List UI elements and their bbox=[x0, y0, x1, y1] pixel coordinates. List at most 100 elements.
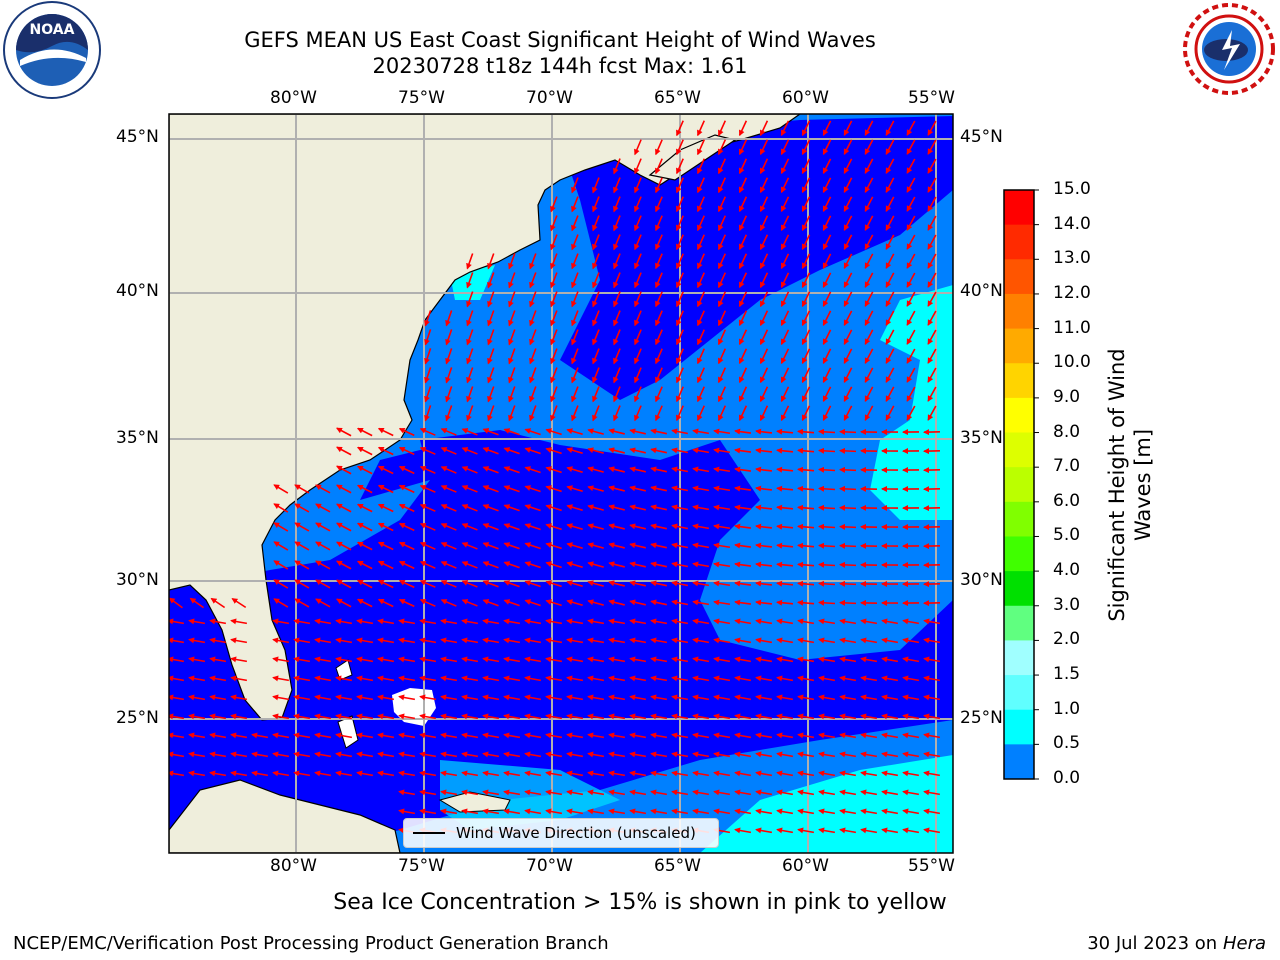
wind-wave-arrow bbox=[885, 215, 895, 231]
wind-wave-arrow bbox=[503, 675, 521, 682]
wind-wave-arrow bbox=[755, 523, 773, 530]
wind-wave-arrow bbox=[608, 618, 626, 625]
wind-wave-arrow bbox=[508, 272, 516, 289]
wind-wave-arrow bbox=[587, 732, 605, 739]
wind-wave-arrow bbox=[843, 348, 853, 365]
colorbar-tick-label: 1.5 bbox=[1053, 664, 1081, 685]
wind-wave-arrow bbox=[923, 808, 941, 815]
wind-wave-arrow bbox=[776, 751, 794, 758]
wind-wave-arrow bbox=[676, 196, 684, 213]
wind-wave-arrow bbox=[608, 713, 626, 720]
wind-wave-arrow bbox=[864, 291, 874, 307]
wind-wave-arrow bbox=[592, 253, 600, 270]
wind-wave-arrow bbox=[461, 770, 479, 777]
wind-wave-arrow bbox=[839, 504, 857, 511]
wind-wave-arrow bbox=[545, 732, 563, 739]
wind-wave-arrow bbox=[315, 541, 331, 551]
wind-wave-arrow bbox=[550, 348, 558, 365]
wind-wave-arrow bbox=[776, 523, 794, 530]
wind-wave-arrow bbox=[314, 656, 332, 663]
wind-wave-arrow bbox=[676, 367, 684, 384]
wind-wave-arrow bbox=[294, 560, 310, 570]
wind-wave-arrow bbox=[335, 694, 353, 701]
wind-wave-arrow bbox=[776, 808, 794, 815]
wind-wave-arrow bbox=[503, 637, 521, 644]
wind-wave-arrow bbox=[818, 428, 836, 435]
wind-wave-arrow bbox=[860, 675, 878, 682]
wind-wave-arrow bbox=[293, 732, 311, 739]
wind-wave-arrow bbox=[314, 675, 332, 682]
lon-label-top: 55°W bbox=[908, 88, 955, 108]
colorbar-frame bbox=[1003, 189, 1035, 780]
wind-wave-arrow bbox=[524, 808, 542, 815]
wind-wave-arrow bbox=[655, 196, 663, 213]
wind-wave-arrow bbox=[356, 484, 373, 494]
wind-wave-arrow bbox=[860, 694, 878, 701]
wind-wave-arrow bbox=[776, 428, 794, 435]
wind-wave-arrow bbox=[839, 618, 857, 625]
wind-wave-arrow bbox=[169, 713, 185, 720]
wind-wave-arrow bbox=[776, 580, 794, 587]
wind-wave-arrow bbox=[587, 466, 604, 473]
wind-wave-arrow bbox=[860, 618, 878, 625]
wind-wave-arrow bbox=[650, 808, 668, 815]
wind-wave-arrow bbox=[759, 158, 769, 175]
wind-wave-arrow bbox=[759, 196, 769, 213]
wind-wave-arrow bbox=[398, 713, 416, 720]
wind-wave-arrow bbox=[315, 598, 331, 608]
wind-wave-arrow bbox=[273, 503, 289, 513]
wind-wave-arrow bbox=[335, 656, 353, 663]
colorbar-bin bbox=[1004, 190, 1034, 226]
wind-wave-arrow bbox=[169, 732, 185, 739]
wind-wave-arrow bbox=[822, 177, 832, 194]
wind-wave-arrow bbox=[797, 751, 815, 758]
wind-wave-arrow bbox=[671, 770, 689, 777]
wind-wave-arrow bbox=[717, 177, 727, 194]
wind-wave-arrow bbox=[864, 329, 874, 345]
wind-wave-arrow bbox=[676, 139, 684, 156]
wind-wave-arrow bbox=[734, 770, 752, 777]
wind-wave-arrow bbox=[692, 447, 710, 454]
wind-wave-arrow bbox=[822, 215, 832, 232]
wind-wave-arrow bbox=[697, 158, 705, 175]
wind-wave-arrow bbox=[335, 637, 353, 644]
wind-wave-arrow bbox=[613, 386, 621, 403]
wind-wave-arrow bbox=[713, 428, 731, 435]
wind-wave-arrow bbox=[545, 447, 562, 455]
wind-wave-arrow bbox=[169, 637, 185, 644]
footer-date: 30 Jul 2023 on bbox=[1087, 933, 1223, 954]
wind-wave-arrow bbox=[445, 310, 453, 327]
wind-wave-arrow bbox=[188, 637, 206, 644]
wind-wave-arrow bbox=[650, 599, 667, 606]
wind-wave-arrow bbox=[759, 234, 769, 251]
wind-wave-arrow bbox=[419, 637, 437, 644]
wind-wave-arrow bbox=[482, 675, 500, 682]
wind-wave-arrow bbox=[692, 675, 710, 682]
wind-wave-arrow bbox=[587, 656, 605, 663]
wind-wave-arrow bbox=[377, 541, 394, 551]
wind-wave-arrow bbox=[818, 466, 836, 473]
wind-wave-arrow bbox=[356, 560, 373, 570]
wind-wave-arrow bbox=[801, 120, 811, 137]
wind-wave-arrow bbox=[377, 484, 394, 494]
wind-wave-arrow bbox=[419, 542, 436, 550]
wind-wave-arrow bbox=[839, 637, 857, 644]
wind-wave-arrow bbox=[550, 405, 558, 422]
wind-wave-arrow bbox=[860, 732, 878, 739]
wind-wave-arrow bbox=[780, 386, 790, 403]
wind-wave-arrow bbox=[655, 367, 663, 384]
wind-wave-arrow bbox=[713, 485, 731, 492]
wind-wave-arrow bbox=[608, 580, 625, 587]
wind-wave-arrow bbox=[839, 694, 857, 701]
wind-wave-arrow bbox=[587, 618, 605, 625]
wind-wave-arrow bbox=[885, 234, 895, 250]
wind-wave-arrow bbox=[697, 215, 705, 232]
wind-wave-arrow bbox=[356, 675, 374, 682]
colorbar-tick-label: 4.0 bbox=[1053, 560, 1081, 581]
wind-wave-arrow bbox=[482, 485, 499, 493]
colorbar-tick-label: 9.0 bbox=[1053, 386, 1081, 407]
wind-wave-arrow bbox=[524, 542, 541, 550]
wind-wave-arrow bbox=[650, 789, 668, 796]
wind-wave-arrow bbox=[529, 348, 537, 365]
wind-wave-arrow bbox=[734, 504, 752, 511]
